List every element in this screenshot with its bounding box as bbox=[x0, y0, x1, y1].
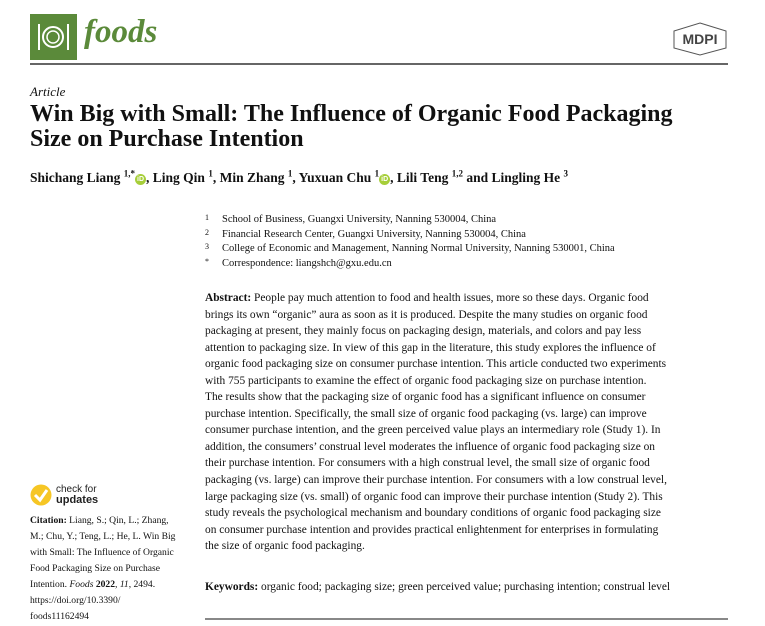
author: Lingling He 3 bbox=[491, 168, 568, 185]
divider bbox=[205, 618, 728, 620]
orcid-icon[interactable]: iD bbox=[379, 173, 391, 185]
article-type: Article bbox=[30, 84, 66, 99]
abstract-line: consumer purchase intention, and the gre… bbox=[205, 424, 661, 437]
mdpi-label: MDPI bbox=[683, 31, 718, 47]
author: Min Zhang 1, bbox=[219, 168, 299, 185]
abstract-line: packaging at present, they mainly focus … bbox=[205, 325, 642, 338]
title-line: Win Big with Small: The Influence of Org… bbox=[30, 101, 673, 127]
header-rule bbox=[30, 63, 728, 65]
abstract-line: attention to packaging size. In view of … bbox=[205, 341, 656, 354]
abstract-line: the size of organic food packaging. bbox=[205, 540, 365, 553]
author: Lili Teng 1,2 and bbox=[396, 168, 492, 185]
abstract-line: brings its own “organic” aura as soon as… bbox=[205, 308, 648, 321]
author: Ling Qin 1, bbox=[152, 168, 220, 185]
updates-label: updates bbox=[56, 494, 99, 506]
abstract-line: purchase intention. Specifically, the sm… bbox=[205, 407, 647, 420]
keywords: Keywords: organic food; packaging size; … bbox=[205, 581, 671, 593]
author: Yuxuan Chu 1iD, bbox=[298, 168, 397, 185]
mdpi-logo: MDPI bbox=[672, 22, 728, 56]
check-for-updates-button[interactable]: check for updates bbox=[30, 484, 98, 506]
check-updates-icon bbox=[30, 484, 52, 506]
title-line: Size on Purchase Intention bbox=[30, 126, 304, 152]
author: Shichang Liang 1,*iD, bbox=[30, 168, 153, 185]
abstract-line: organic food packaging size on consumer … bbox=[205, 358, 667, 371]
abstract-line: Abstract: People pay much attention to f… bbox=[205, 292, 649, 304]
citation: Citation: Liang, S.; Qin, L.; Zhang, M.;… bbox=[30, 513, 190, 625]
doi-link[interactable]: foods11162494 bbox=[30, 611, 89, 622]
paper-title: Win Big with Small: The Influence of Org… bbox=[30, 102, 730, 152]
abstract-line: packaging (vs. large) can improve their … bbox=[205, 474, 667, 487]
journal-name: foods bbox=[84, 14, 158, 50]
abstract-line: addition, the consumers’ construal level… bbox=[205, 440, 655, 453]
orcid-icon[interactable]: iD bbox=[135, 173, 147, 185]
abstract-line: large packaging size (vs. small) of orga… bbox=[205, 490, 663, 503]
author-list: Shichang Liang 1,*iD, Ling Qin 1, Min Zh… bbox=[30, 168, 568, 186]
abstract-line: study reveals the psychological mechanis… bbox=[205, 507, 661, 520]
check-label: check for bbox=[56, 484, 97, 495]
abstract-line: The results show that the packaging size… bbox=[205, 391, 646, 404]
foods-logo-icon bbox=[30, 14, 77, 60]
abstract-line: on consumer purchase intention and provi… bbox=[205, 523, 659, 536]
abstract: Abstract: People pay much attention to f… bbox=[205, 290, 735, 555]
abstract-line: their purchase intention. For consumers … bbox=[205, 457, 650, 470]
doi-link[interactable]: https://doi.org/10.3390/ bbox=[30, 595, 121, 606]
abstract-line: with 755 participants to examine the eff… bbox=[205, 374, 647, 387]
